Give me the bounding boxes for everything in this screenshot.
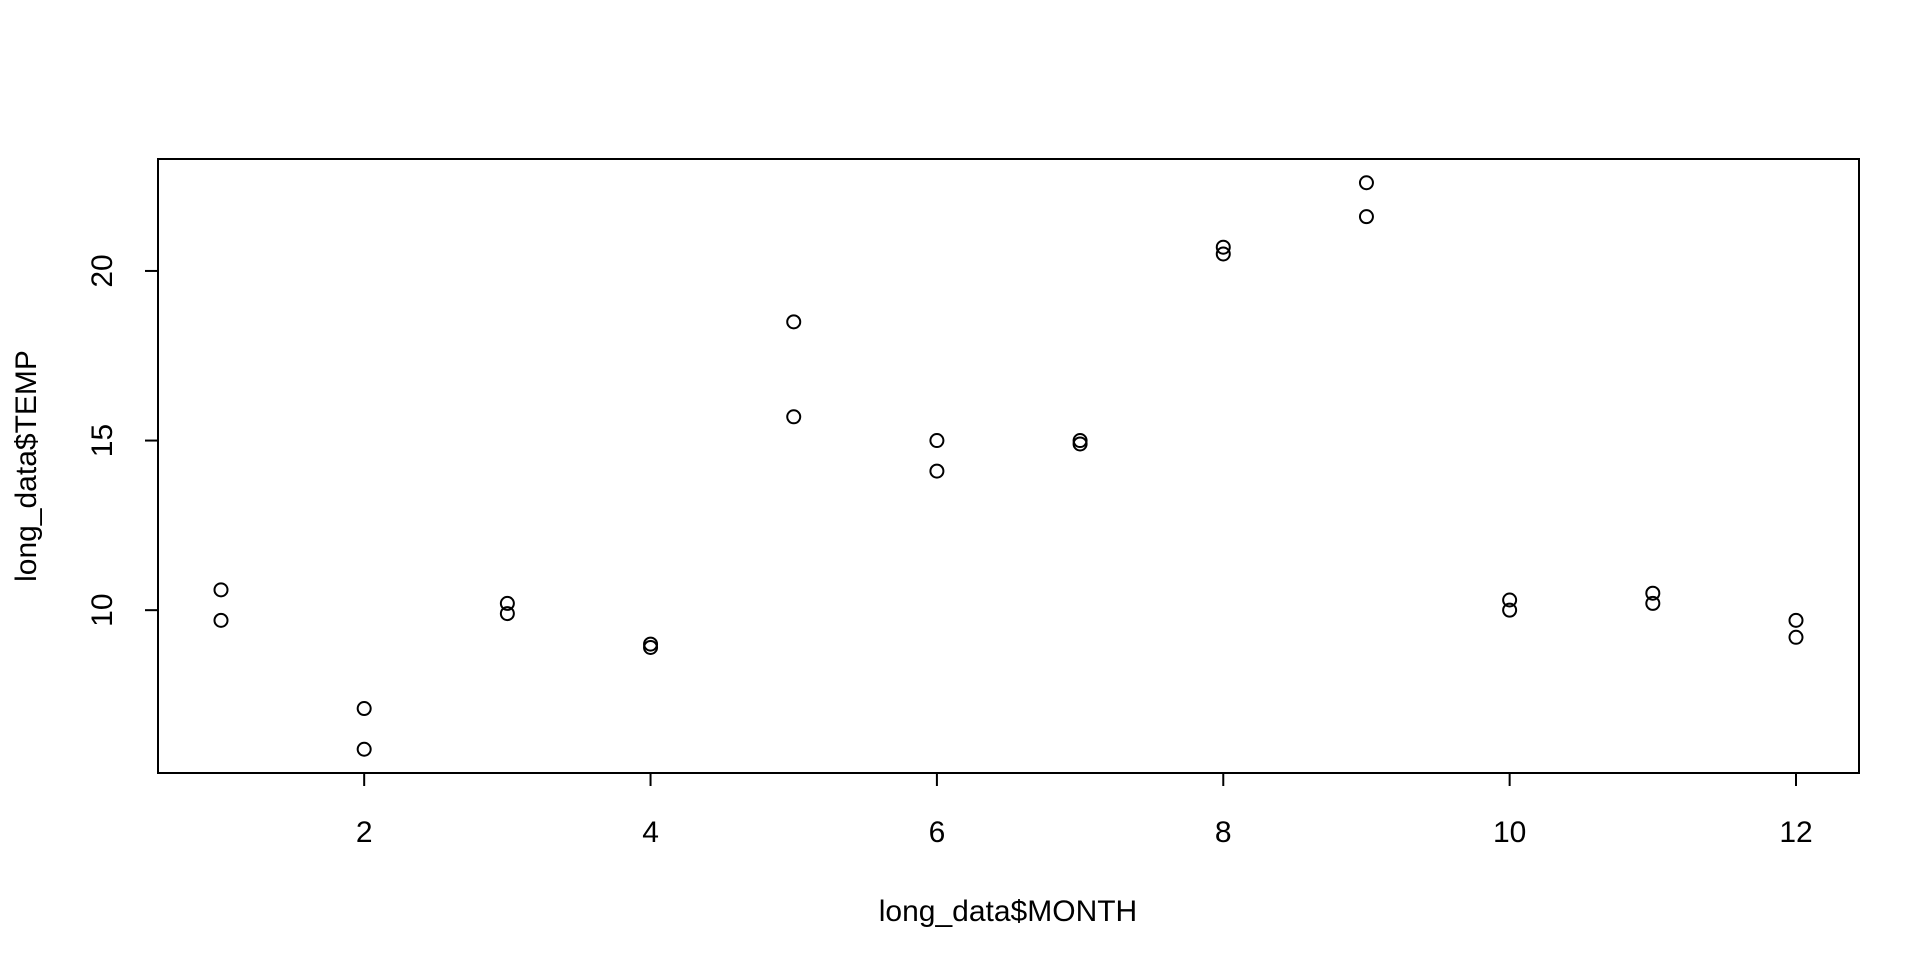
data-point — [356, 701, 372, 717]
x-tick-label: 2 — [356, 816, 373, 849]
data-point — [499, 606, 515, 622]
x-tick-label: 8 — [1215, 816, 1232, 849]
data-point — [1645, 585, 1661, 601]
data-point — [213, 612, 229, 628]
x-tick-label: 10 — [1493, 816, 1526, 849]
data-points — [213, 175, 1804, 757]
x-tick-label: 6 — [929, 816, 946, 849]
y-axis-label: long_data$TEMP — [10, 350, 43, 582]
data-point — [213, 582, 229, 598]
data-point — [499, 595, 515, 611]
y-tick-label: 20 — [86, 254, 119, 287]
data-point — [1215, 239, 1231, 255]
data-point — [1502, 602, 1518, 618]
data-point — [1788, 629, 1804, 645]
data-point — [1502, 592, 1518, 608]
plot-box — [157, 158, 1860, 774]
data-point — [929, 433, 945, 449]
x-axis: 2 4 6 8 10 12 — [356, 772, 1813, 849]
y-tick-label: 10 — [86, 593, 119, 626]
y-axis: 10 15 20 — [86, 254, 159, 627]
data-point — [1072, 436, 1088, 452]
data-point — [1645, 595, 1661, 611]
data-point — [929, 463, 945, 479]
data-point — [1788, 612, 1804, 628]
data-point — [786, 314, 802, 330]
x-tick-label: 4 — [642, 816, 659, 849]
y-tick-label: 15 — [86, 424, 119, 457]
data-point — [1358, 175, 1374, 191]
data-point — [643, 639, 659, 655]
data-point — [1358, 209, 1374, 225]
data-point — [356, 741, 372, 757]
x-axis-label: long_data$MONTH — [879, 895, 1137, 928]
data-point — [786, 409, 802, 425]
data-point — [1215, 246, 1231, 262]
x-tick-label: 12 — [1779, 816, 1812, 849]
